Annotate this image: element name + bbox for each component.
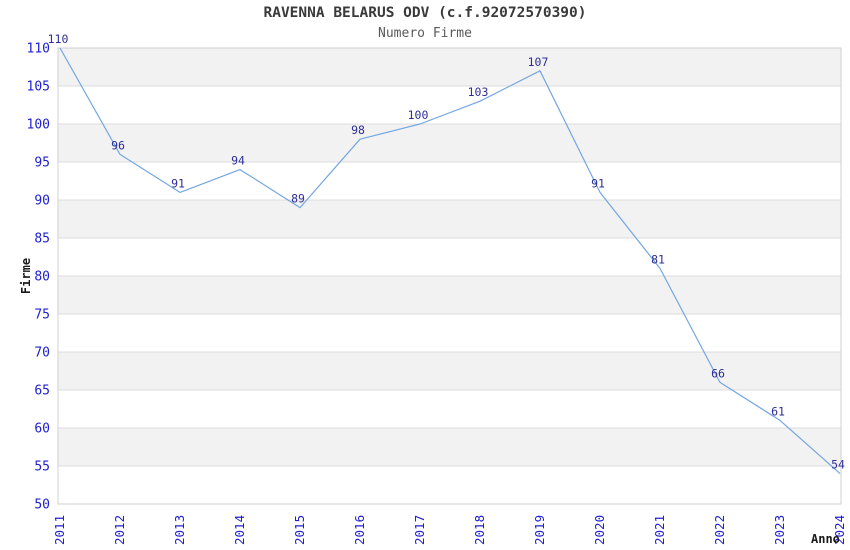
plot-band [58,200,841,238]
chart-title: RAVENNA BELARUS ODV (c.f.92072570390) [263,5,587,21]
x-tick-label: 2024 [832,515,847,545]
x-axis-title: Anno [811,532,840,546]
y-tick-label: 100 [27,118,50,133]
y-tick-label: 80 [34,270,50,285]
plot-band [58,466,841,504]
y-tick-label: 105 [27,80,50,95]
x-tick-label: 2021 [652,515,667,545]
plot-border [57,47,842,505]
y-tick-label: 50 [34,498,50,513]
data-point-label: 54 [831,458,845,472]
data-point-label: 110 [48,32,69,46]
plot-bands [58,48,841,504]
data-point-label: 91 [171,176,185,190]
data-labels: 110 96 91 94 89 98 100 103 107 91 81 66 61 54 [48,32,845,472]
plot-band [58,238,841,276]
y-axis-title: Firme [19,258,33,294]
x-tick-label: 2018 [472,515,487,545]
plot-band [58,86,841,124]
data-point-label: 91 [591,176,605,190]
plot-band [58,428,841,466]
x-tick-label: 2011 [52,515,67,545]
plot-band [58,352,841,390]
x-tick-label: 2012 [112,515,127,545]
data-point-label: 98 [351,123,365,137]
y-tick-label: 55 [34,460,50,475]
x-tick-label: 2022 [712,515,727,545]
data-point-label: 66 [711,366,725,380]
data-point-label: 107 [528,55,549,69]
x-tick-label: 2020 [592,515,607,545]
chart-subtitle: Numero Firme [378,26,472,41]
data-point-label: 103 [468,85,489,99]
x-tick-label: 2023 [772,515,787,545]
y-tick-label: 95 [34,156,50,171]
plot-band [58,124,841,162]
y-tick-label: 75 [34,308,50,323]
y-tick-labels: 50 55 60 65 70 75 80 85 90 95 100 105 110 [27,42,50,513]
y-tick-label: 70 [34,346,50,361]
data-point-label: 100 [408,108,429,122]
y-tick-label: 65 [34,384,50,399]
x-tick-labels: 2011 2012 2013 2014 2015 2016 2017 2018 2019 2020… [52,515,847,545]
data-point-label: 94 [231,154,245,168]
y-tick-label: 90 [34,194,50,209]
plot-band [58,162,841,200]
data-point-label: 96 [111,138,125,152]
data-point-label: 89 [291,192,305,206]
series-line [59,47,841,475]
series-line-group [59,47,841,475]
x-tick-label: 2019 [532,515,547,545]
plot-border-group [57,47,842,505]
y-tick-label: 85 [34,232,50,247]
x-tick-label: 2015 [292,515,307,545]
plot-band [58,48,841,86]
plot-band [58,314,841,352]
plot-band [58,390,841,428]
y-tick-label: 60 [34,422,50,437]
data-point-label: 61 [771,404,785,418]
plot-band [58,276,841,314]
data-point-label: 81 [651,252,665,266]
x-tick-label: 2014 [232,515,247,545]
x-tick-label: 2016 [352,515,367,545]
x-tick-label: 2013 [172,515,187,545]
y-tick-label: 110 [27,42,50,57]
x-tick-label: 2017 [412,515,427,545]
